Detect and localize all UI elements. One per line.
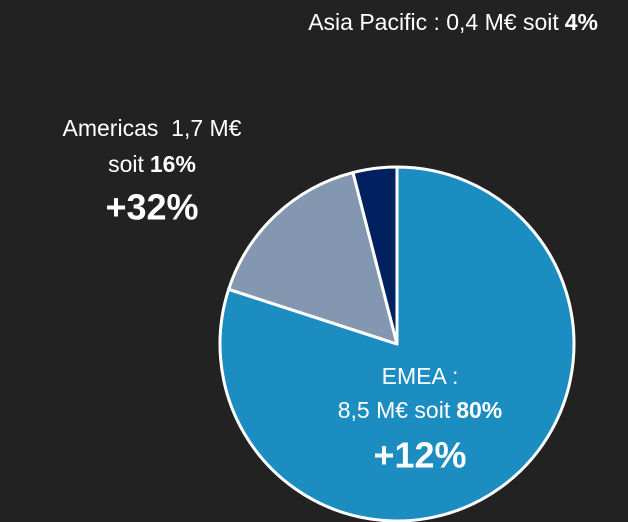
slice-label: 8,5 M€ soit 80% <box>338 397 503 423</box>
slice-label: Americas 1,7 M€ <box>63 115 242 141</box>
slice-label: EMEA : <box>382 363 459 389</box>
slice-label: Asia Pacific : 0,4 M€ soit 4% <box>308 9 598 35</box>
growth-label: +12% <box>373 435 466 476</box>
pie-slice <box>351 165 399 346</box>
slice-value-label: 4% <box>565 9 598 35</box>
slice-label-text: soit <box>108 151 144 177</box>
growth-label: +32% <box>105 187 198 228</box>
pie-slice <box>227 171 399 346</box>
slice-label: soit 16% <box>108 151 196 177</box>
slice-value-label: 16% <box>150 151 196 177</box>
slice-label-text: EMEA : <box>382 363 459 389</box>
slice-label-text: Americas 1,7 M€ <box>63 115 242 141</box>
pie-slice <box>218 165 576 522</box>
slice-value-label: 80% <box>456 397 502 423</box>
slice-label-text: Asia Pacific : 0,4 M€ soit <box>308 9 559 35</box>
slice-label-text: 8,5 M€ soit <box>338 397 451 423</box>
